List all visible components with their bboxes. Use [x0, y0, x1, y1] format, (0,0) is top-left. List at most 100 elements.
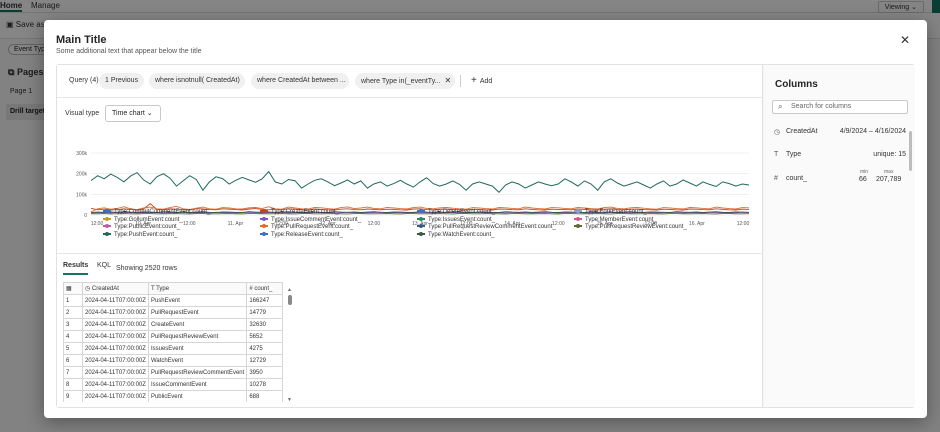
query-count-chip[interactable]: Query (4) — [69, 77, 99, 84]
count-cell[interactable]: 12729 — [246, 354, 284, 367]
legend-item[interactable]: Type:WatchEvent:count_ — [417, 232, 494, 238]
createdat-cell[interactable]: 2024-04-11T07:00:00Z — [82, 354, 149, 367]
tab-home[interactable]: Home — [0, 1, 23, 12]
count-cell[interactable]: 166247 — [246, 294, 284, 307]
type-cell[interactable]: IssuesEvent — [147, 342, 248, 355]
type-cell[interactable]: PublicEvent — [147, 390, 248, 402]
row-index-cell[interactable]: 5 — [63, 342, 83, 355]
legend-item[interactable]: Type:DeleteEvent:count_ — [417, 209, 495, 215]
scroll-down-icon[interactable]: ▼ — [287, 397, 292, 403]
series-line[interactable] — [90, 170, 750, 194]
legend-swatch — [103, 231, 111, 236]
step-chip-between[interactable]: where CreatedAt between ... — [251, 73, 349, 89]
tab-results[interactable]: Results — [63, 259, 89, 275]
legend-label: Type:PullRequestReviewCommentEvent:count… — [428, 224, 556, 230]
count-cell[interactable]: 5652 — [246, 330, 284, 343]
modal-subtitle: Some additional text that appear below t… — [56, 48, 202, 55]
createdat-cell[interactable]: 2024-04-11T07:00:00Z — [82, 294, 149, 307]
row-index-cell[interactable]: 3 — [63, 318, 83, 331]
legend-item[interactable]: Type:PullRequestReviewEvent:count_ — [574, 224, 687, 230]
count-cell[interactable]: 688 — [246, 390, 284, 402]
column-header-count[interactable]: # count_ — [246, 282, 284, 295]
row-index-cell[interactable]: 6 — [63, 354, 83, 367]
row-index-cell[interactable]: 4 — [63, 330, 83, 343]
remove-step-icon[interactable]: ✕ — [444, 76, 452, 85]
column-header-createdat[interactable]: ◷ CreatedAt — [82, 282, 149, 295]
count-cell[interactable]: 32630 — [246, 318, 284, 331]
series-line[interactable] — [90, 203, 750, 211]
step-chip-isnotnull[interactable]: where isnotnull( CreatedAt) — [149, 73, 245, 89]
table-row[interactable]: 4 2024-04-11T07:00:00Z PullRequestReviewEv… — [63, 330, 284, 343]
legend-item[interactable]: Type:PublicEvent:count_ — [103, 224, 180, 230]
legend-item[interactable]: Type:CommitCommentEvent:count_ — [103, 209, 210, 215]
add-step-button[interactable]: + Add — [471, 73, 492, 90]
legend-item[interactable]: Type:MemberEvent:count_ — [574, 217, 657, 223]
legend-item[interactable]: Type:PullRequestReviewCommentEvent:count… — [417, 224, 556, 230]
count-cell[interactable]: 3950 — [246, 366, 284, 379]
legend-item[interactable]: Type:ForkEvent:count_ — [574, 209, 647, 215]
type-cell[interactable]: PullRequestReviewEvent — [147, 330, 248, 343]
column-item-createdat[interactable]: ◷ CreatedAt 4/9/2024 – 4/16/2024 — [772, 128, 908, 138]
previous-step-chip[interactable]: 1 Previous — [99, 73, 145, 89]
columns-scrollbar[interactable] — [909, 123, 913, 183]
step-chip-type-in[interactable]: where Type in(_eventTy... ✕ — [355, 73, 455, 89]
legend-item[interactable]: Type:CreateEvent:count_ — [260, 209, 339, 215]
series-line[interactable] — [90, 205, 750, 213]
legend-item[interactable]: Type:PushEvent:count_ — [103, 232, 177, 238]
page-item-1[interactable]: Page 1 — [10, 88, 33, 95]
row-index-cell[interactable]: 7 — [63, 366, 83, 379]
count-cell[interactable]: 4275 — [246, 342, 284, 355]
close-icon[interactable]: ✕ — [899, 33, 911, 47]
query-bar: Query (4) 1 Previous where isnotnull( Cr… — [57, 65, 763, 98]
createdat-cell[interactable]: 2024-04-11T07:00:00Z — [82, 366, 149, 379]
tab-manage[interactable]: Manage — [31, 1, 60, 10]
legend-item[interactable]: Type:PullRequestEvent:count_ — [260, 224, 353, 230]
type-cell[interactable]: CreateEvent — [147, 318, 248, 331]
type-cell[interactable]: PullRequestEvent — [147, 306, 248, 319]
legend-item[interactable]: Type:ReleaseEvent:count_ — [260, 232, 343, 238]
table-row[interactable]: 5 2024-04-11T07:00:00Z IssuesEvent 4275 — [63, 342, 284, 355]
scroll-up-icon[interactable]: ▲ — [287, 287, 292, 293]
type-cell[interactable]: WatchEvent — [147, 354, 248, 367]
type-cell[interactable]: PullRequestReviewCommentEvent — [147, 366, 248, 379]
createdat-cell[interactable]: 2024-04-11T07:00:00Z — [82, 378, 149, 391]
grid-icon[interactable]: ▦ — [63, 282, 83, 295]
type-cell[interactable]: PushEvent — [147, 294, 248, 307]
legend-item[interactable]: Type:GollumEvent:count_ — [103, 217, 183, 223]
row-index-cell[interactable]: 9 — [63, 390, 83, 402]
save-as-button[interactable]: ▣ Save as — [6, 20, 45, 29]
page-item-drill-target[interactable]: Drill target — [6, 104, 56, 120]
legend-item[interactable]: Type:IssuesEvent:count_ — [417, 217, 495, 223]
createdat-cell[interactable]: 2024-04-11T07:00:00Z — [82, 306, 149, 319]
legend-swatch — [417, 224, 425, 229]
count-cell[interactable]: 10278 — [246, 378, 284, 391]
scroll-thumb[interactable] — [288, 295, 292, 305]
createdat-cell[interactable]: 2024-04-11T07:00:00Z — [82, 342, 149, 355]
createdat-cell[interactable]: 2024-04-11T07:00:00Z — [82, 318, 149, 331]
count-cell[interactable]: 14779 — [246, 306, 284, 319]
createdat-cell[interactable]: 2024-04-11T07:00:00Z — [82, 390, 149, 402]
columns-scroll-thumb[interactable] — [909, 131, 912, 171]
add-step-label: Add — [479, 78, 493, 85]
row-index-cell[interactable]: 1 — [63, 294, 83, 307]
legend-item[interactable]: Type:IssueCommentEvent:count_ — [260, 217, 361, 223]
table-row[interactable]: 3 2024-04-11T07:00:00Z CreateEvent 32630 — [63, 318, 284, 331]
column-item-type[interactable]: T Type unique: 15 — [772, 151, 908, 161]
createdat-cell[interactable]: 2024-04-11T07:00:00Z — [82, 330, 149, 343]
table-row[interactable]: 2 2024-04-11T07:00:00Z PullRequestEvent 147… — [63, 306, 284, 319]
column-item-count[interactable]: # count_ min max 66 207,789 — [772, 169, 908, 189]
tab-kql[interactable]: KQL — [97, 262, 112, 269]
column-header-type[interactable]: T Type — [147, 282, 248, 295]
row-index-cell[interactable]: 8 — [63, 378, 83, 391]
table-row[interactable]: 8 2024-04-11T07:00:00Z IssueCommentEvent 10… — [63, 378, 284, 391]
type-cell[interactable]: IssueCommentEvent — [147, 378, 248, 391]
table-row[interactable]: 6 2024-04-11T07:00:00Z WatchEvent 12729 — [63, 354, 284, 367]
results-scrollbar[interactable]: ▲ ▼ — [287, 287, 293, 403]
table-row[interactable]: 1 2024-04-11T07:00:00Z PushEvent 166247 — [63, 294, 284, 307]
viewing-dropdown[interactable]: Viewing ⌄ — [877, 1, 924, 13]
visual-type-dropdown[interactable]: Time chart ⌄ — [105, 105, 161, 122]
table-row[interactable]: 7 2024-04-11T07:00:00Z PullRequestReviewCo… — [63, 366, 284, 379]
row-index-cell[interactable]: 2 — [63, 306, 83, 319]
table-row[interactable]: 9 2024-04-11T07:00:00Z PublicEvent 688 — [63, 390, 284, 402]
search-columns-input[interactable]: ⌕ Search for columns — [772, 100, 908, 114]
